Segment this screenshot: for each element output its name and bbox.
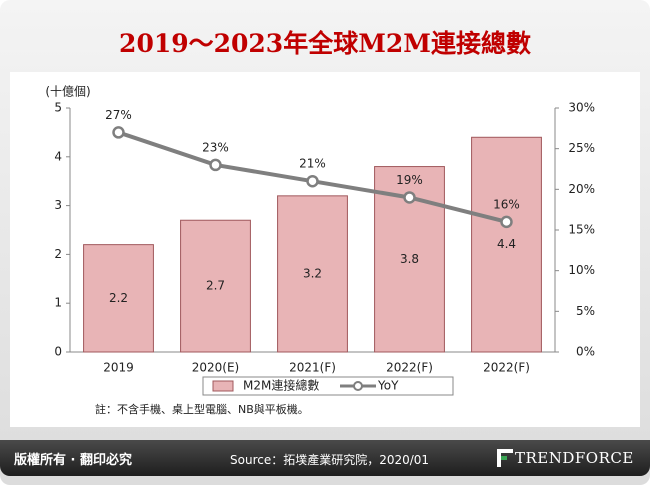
bar-value-label: 2.2 xyxy=(109,291,128,305)
bar-value-label: 3.8 xyxy=(400,252,419,266)
legend-label: YoY xyxy=(377,379,399,393)
line-marker xyxy=(403,191,416,204)
legend-marker xyxy=(353,381,363,391)
y-tick-label: 1 xyxy=(54,296,62,310)
note: 註：不含手機、桌上型電腦、NB與平板機。 xyxy=(95,402,309,416)
y2-tick-label: 30% xyxy=(568,101,595,115)
copyright: 版權所有 · 翻印必究 xyxy=(14,453,132,468)
legend-label: M2M連接總數 xyxy=(243,378,319,393)
y2-tick-label: 5% xyxy=(576,304,595,318)
line-marker xyxy=(500,215,513,229)
line-marker xyxy=(112,126,125,139)
bar xyxy=(180,219,251,353)
y2-tick-label: 25% xyxy=(568,141,595,155)
y2-tick-label: 15% xyxy=(568,223,595,237)
bar xyxy=(471,136,542,353)
line-marker xyxy=(209,158,222,172)
bar-value-label: 2.7 xyxy=(206,279,225,293)
line-value-label: 27% xyxy=(105,108,132,122)
y-tick-label: 5 xyxy=(54,101,62,115)
y-tick-label: 2 xyxy=(54,247,62,261)
chart-title: 2019～2023年全球M2M連接總數 xyxy=(119,29,531,58)
y-tick-label: 3 xyxy=(54,198,62,212)
line-value-label: 23% xyxy=(202,140,229,154)
bar-value-label: 4.4 xyxy=(497,237,516,251)
x-tick-label: 2019 xyxy=(103,361,134,375)
x-tick-label: 2022(F) xyxy=(386,361,433,375)
y2-tick-label: 0% xyxy=(576,345,595,359)
x-tick-label: 2022(F) xyxy=(483,361,530,375)
source: Source：拓墣產業研究院，2020/01 xyxy=(230,453,430,467)
x-tick-label: 2021(F) xyxy=(289,361,336,375)
y2-tick-label: 20% xyxy=(568,182,595,196)
y-tick-label: 0 xyxy=(54,345,62,359)
logo xyxy=(497,449,513,467)
footer: 版權所有 · 翻印必究 Source：拓墣產業研究院，2020/01 TREND… xyxy=(0,440,650,476)
x-tick-label: 2020(E) xyxy=(192,361,239,375)
bar xyxy=(277,195,348,353)
legend-swatch xyxy=(212,380,234,392)
line-value-label: 16% xyxy=(493,197,520,211)
y-tick-label: 4 xyxy=(54,149,62,163)
line-value-label: 21% xyxy=(299,157,326,171)
brand: TRENDFORCE xyxy=(515,449,634,467)
line-marker xyxy=(306,174,319,188)
bar-value-label: 3.2 xyxy=(303,266,322,280)
legend-box xyxy=(202,376,454,396)
bar xyxy=(83,244,154,353)
y2-tick-label: 10% xyxy=(568,263,595,277)
line-value-label: 19% xyxy=(396,173,423,187)
y-axis-label: (十億個) xyxy=(45,85,90,99)
